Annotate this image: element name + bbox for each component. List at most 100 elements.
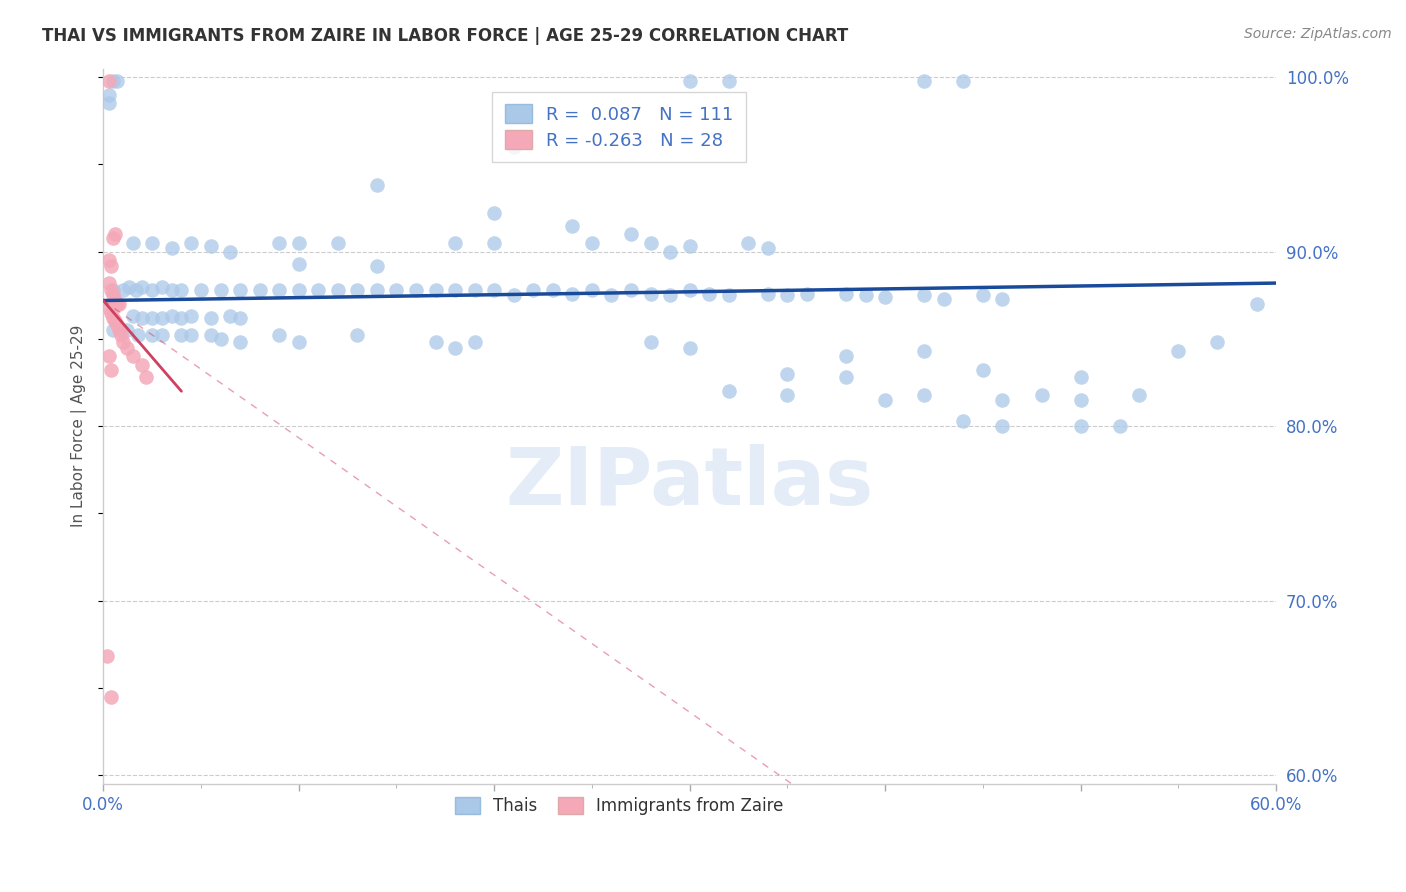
Point [541,283,564,297]
Point [135,370,157,384]
Point [717,384,740,399]
Point [679,283,702,297]
Point [100,363,122,377]
Point [287,235,309,250]
Point [101,283,124,297]
Point [620,283,643,297]
Point [502,288,524,302]
Point [125,283,148,297]
Point [121,349,143,363]
Point [98,349,121,363]
Point [141,328,163,343]
Point [912,288,935,302]
Point [1070,370,1092,384]
Text: Source: ZipAtlas.com: Source: ZipAtlas.com [1244,27,1392,41]
Point [697,286,720,301]
Point [482,206,505,220]
Point [269,283,291,297]
Point [98,301,121,315]
Point [581,283,603,297]
Point [200,310,222,325]
Point [108,323,131,337]
Point [160,241,183,255]
Point [141,310,163,325]
Point [229,335,252,350]
Point [160,283,183,297]
Point [679,239,702,253]
Point [115,323,138,337]
Point [100,306,122,320]
Point [444,341,467,355]
Point [1070,419,1092,434]
Point [835,286,858,301]
Point [581,235,603,250]
Point [101,288,124,302]
Point [105,318,128,332]
Point [952,414,974,428]
Point [326,283,349,297]
Point [522,283,544,297]
Point [111,335,134,350]
Legend: Thais, Immigrants from Zaire: Thais, Immigrants from Zaire [446,788,793,825]
Point [160,310,183,324]
Point [1031,388,1053,402]
Point [991,392,1014,407]
Point [101,323,124,337]
Point [1167,344,1189,359]
Point [482,235,505,250]
Point [115,341,138,355]
Point [972,288,994,302]
Point [932,292,955,306]
Point [117,279,139,293]
Point [425,335,447,350]
Point [600,288,623,302]
Point [502,140,524,154]
Point [98,74,121,88]
Point [96,649,118,664]
Point [100,690,122,704]
Point [346,328,368,343]
Y-axis label: In Labor Force | Age 25-29: In Labor Force | Age 25-29 [72,325,87,527]
Point [98,253,121,268]
Point [875,290,897,304]
Point [121,235,143,250]
Point [444,235,467,250]
Point [180,328,202,343]
Point [170,310,193,325]
Point [111,283,134,297]
Point [131,358,153,372]
Text: ZIPatlas: ZIPatlas [506,444,873,523]
Point [717,74,740,88]
Point [229,310,252,325]
Point [640,335,662,350]
Point [855,288,877,302]
Point [737,235,759,250]
Point [776,367,799,381]
Point [366,283,388,297]
Point [972,363,994,377]
Point [385,283,408,297]
Point [991,292,1014,306]
Point [209,332,232,346]
Point [659,288,682,302]
Point [835,370,858,384]
Point [659,244,682,259]
Point [482,283,505,297]
Point [101,310,124,325]
Point [200,239,222,253]
Point [679,74,702,88]
Point [912,344,935,359]
Point [104,293,127,308]
Point [875,392,897,407]
Point [287,283,309,297]
Point [1108,419,1130,434]
Point [346,283,368,297]
Point [425,283,447,297]
Point [991,419,1014,434]
Point [100,283,122,297]
Point [121,310,143,324]
Point [150,328,173,343]
Point [101,74,124,88]
Point [269,235,291,250]
Point [835,349,858,363]
